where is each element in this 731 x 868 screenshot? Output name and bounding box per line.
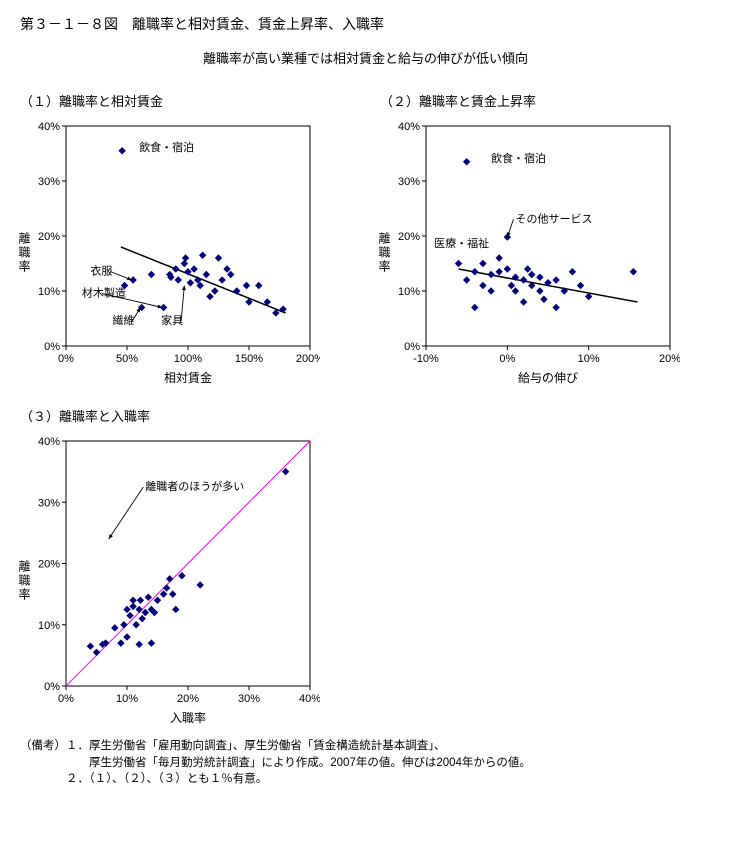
- chart2-ylabel: 離職率: [376, 232, 393, 274]
- svg-text:衣服: 衣服: [90, 264, 112, 278]
- page-subtitle: 離職率が高い業種では相対賃金と給与の伸びが低い傾向: [20, 48, 711, 67]
- svg-text:150%: 150%: [235, 353, 263, 365]
- panel-1: （１）離職率と相対賃金 離職率 0%10%20%30%40%0%50%100%1…: [20, 87, 320, 388]
- chart3-ylabel: 離職率: [16, 560, 33, 602]
- chart1-svg: 0% 10% 20% 30% 40% 0% 50% 100% 150% 200% 相対賃金 飲食・宿泊…: [20, 118, 320, 388]
- note-line: （備考）１．厚生労働省「雇用動向調査」、厚生労働省「賃金構造統計基本調査」、: [20, 738, 711, 755]
- svg-text:100%: 100%: [174, 353, 202, 365]
- svg-text:相対賃金: 相対賃金: [164, 370, 212, 385]
- chart1-ylabel: 離職率: [16, 232, 33, 274]
- svg-text:10%: 10%: [38, 286, 60, 298]
- svg-text:材木製造: 材木製造: [82, 286, 126, 300]
- svg-text:0%: 0%: [58, 693, 74, 705]
- svg-text:0%: 0%: [44, 341, 60, 353]
- svg-text:20%: 20%: [398, 231, 420, 243]
- svg-text:飲食・宿泊: 飲食・宿泊: [139, 140, 194, 154]
- svg-text:10%: 10%: [116, 693, 138, 705]
- svg-text:40%: 40%: [38, 436, 60, 448]
- svg-text:30%: 30%: [38, 176, 60, 188]
- chart2-svg: 0%10%20%30%40%-10%0%10%20%給与の伸び飲食・宿泊その他サ…: [380, 118, 680, 388]
- svg-text:-10%: -10%: [413, 353, 439, 365]
- chart1-caption: （１）離職率と相対賃金: [20, 91, 320, 110]
- svg-text:200%: 200%: [296, 353, 320, 365]
- chart2-caption: （２）離職率と賃金上昇率: [380, 91, 680, 110]
- page-title: 第３－１－８図 離職率と相対賃金、賃金上昇率、入職率: [20, 14, 711, 34]
- svg-text:10%: 10%: [38, 620, 60, 632]
- svg-text:0%: 0%: [44, 681, 60, 693]
- chart3-svg: 0% 10% 20% 30% 40% 0% 10% 20% 30% 40% 入職率 離職者のほうが多い: [20, 433, 320, 728]
- svg-text:入職率: 入職率: [170, 710, 206, 725]
- svg-text:30%: 30%: [238, 693, 260, 705]
- svg-text:繊維: 繊維: [112, 314, 134, 327]
- svg-text:0%: 0%: [499, 353, 515, 365]
- notes: （備考）１．厚生労働省「雇用動向調査」、厚生労働省「賃金構造統計基本調査」、 厚…: [20, 738, 711, 788]
- panel-2: （２）離職率と賃金上昇率 離職率 0%10%20%30%40%-10%0%10%…: [380, 87, 680, 388]
- svg-text:30%: 30%: [38, 497, 60, 509]
- svg-text:医療・福祉: 医療・福祉: [434, 236, 489, 250]
- svg-text:0%: 0%: [404, 341, 420, 353]
- panel-3: （３）離職率と入職率 離職率 0%10%20%30%40%0%10%20%30%…: [20, 406, 711, 728]
- svg-text:40%: 40%: [398, 121, 420, 133]
- note-line: 厚生労働省「毎月勤労統計調査」により作成。2007年の値。伸びは2004年からの…: [20, 755, 711, 772]
- svg-text:40%: 40%: [299, 693, 320, 705]
- svg-text:離職者のほうが多い: 離職者のほうが多い: [145, 479, 244, 493]
- svg-text:10%: 10%: [578, 353, 600, 365]
- svg-text:20%: 20%: [38, 559, 60, 571]
- svg-text:20%: 20%: [38, 231, 60, 243]
- svg-text:20%: 20%: [177, 693, 199, 705]
- svg-text:家具: 家具: [161, 313, 183, 327]
- svg-text:30%: 30%: [398, 176, 420, 188]
- svg-text:その他サービス: その他サービス: [515, 212, 592, 225]
- chart3-caption: （３）離職率と入職率: [20, 406, 711, 425]
- svg-text:20%: 20%: [659, 353, 680, 365]
- svg-text:給与の伸び: 給与の伸び: [518, 371, 578, 385]
- svg-text:40%: 40%: [38, 121, 60, 133]
- note-line: ２．（１）、（２）、（３）とも１％有意。: [20, 771, 711, 788]
- svg-text:50%: 50%: [116, 353, 138, 365]
- svg-text:10%: 10%: [398, 286, 420, 298]
- svg-text:飲食・宿泊: 飲食・宿泊: [491, 151, 546, 165]
- svg-text:0%: 0%: [58, 353, 74, 365]
